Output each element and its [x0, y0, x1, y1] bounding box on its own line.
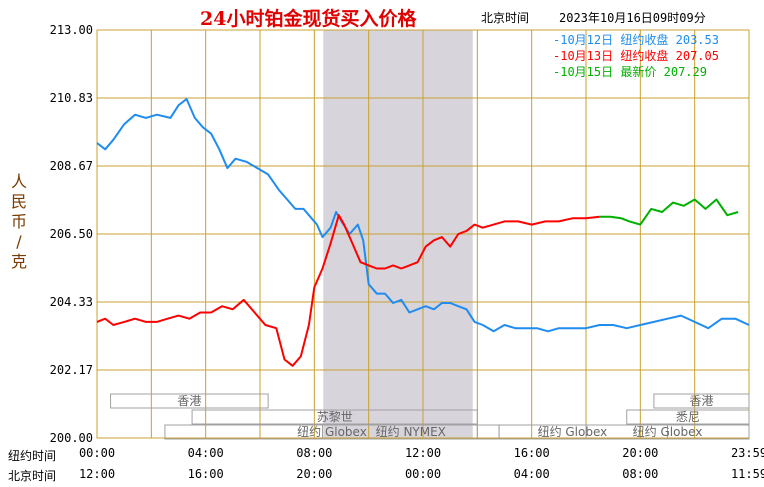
legend-date: 10月15日 — [560, 65, 614, 79]
x-tick-label-row1: 16:00 — [514, 446, 550, 460]
session-label: 悉尼 — [676, 410, 700, 424]
session-label: 纽约 Globex — [538, 424, 608, 439]
legend-item-green: -10月15日 最新价 207.29 — [553, 65, 707, 79]
legend-item-blue: -10月12日 纽约收盘 203.53 — [553, 33, 719, 47]
legend-value: 207.05 — [675, 49, 719, 63]
series-line-1 — [96, 214, 600, 367]
x-tick-label-row1: 23:59 — [731, 446, 764, 460]
timezone-label: 北京时间 — [481, 11, 530, 25]
session-box — [585, 424, 750, 440]
y-axis-label: 人 民 币 / 克 — [8, 172, 30, 272]
session-box — [653, 393, 750, 409]
legend-date: 10月12日 — [560, 33, 614, 47]
x-tick-label-row2: 00:00 — [405, 467, 441, 481]
timestamp: 2023年10月16日09时09分 — [559, 11, 706, 25]
session-box — [110, 393, 269, 409]
x-tick-label-row1: 12:00 — [405, 446, 441, 460]
legend-desc: 纽约收盘 — [620, 49, 669, 63]
series-line-2 — [599, 198, 739, 226]
legend-desc: 纽约收盘 — [620, 33, 669, 47]
y-tick-label: 204.33 — [50, 295, 93, 309]
session-box — [476, 424, 669, 440]
session-label: 纽约 NYMEX — [376, 424, 446, 439]
y-tick-label: 213.00 — [50, 23, 93, 37]
y-tick-label: 206.50 — [50, 227, 93, 241]
y-axis-label-char: 币 — [10, 212, 27, 231]
y-tick-label: 202.17 — [50, 363, 93, 377]
y-tick-label: 208.67 — [50, 159, 93, 173]
x-tick-label-row2: 04:00 — [514, 467, 550, 481]
session-box — [626, 409, 750, 425]
x-tick-label-row1: 00:00 — [79, 446, 115, 460]
x-tick-label-row2: 12:00 — [79, 467, 115, 481]
session-box — [191, 409, 478, 425]
x-tick-label-row1: 04:00 — [188, 446, 224, 460]
chart-title: 24小时铂金现货买入价格 — [200, 8, 417, 30]
y-axis-label-char: 克 — [10, 252, 27, 271]
y-axis-label-char: / — [16, 232, 22, 251]
legend-item-red: -10月13日 纽约收盘 207.05 — [553, 49, 719, 63]
session-label: 苏黎世 — [317, 410, 353, 424]
x-tick-label-row2: 16:00 — [188, 467, 224, 481]
x-tick-label-row1: 08:00 — [296, 446, 332, 460]
x-tick-label-row1: 20:00 — [622, 446, 658, 460]
y-axis-label-char: 民 — [10, 192, 27, 211]
legend-value: 207.29 — [663, 65, 707, 79]
x-tick-label-row2: 20:00 — [296, 467, 332, 481]
x-tick-label-row2: 11:59 — [731, 467, 764, 481]
x-tick-label-row2: 08:00 — [622, 467, 658, 481]
x-axis-row1-label: 纽约时间 — [8, 449, 57, 463]
legend-value: 203.53 — [675, 33, 719, 47]
session-label: 香港 — [689, 394, 713, 408]
legend-date: 10月13日 — [560, 49, 614, 63]
y-axis-label-char: 人 — [10, 172, 27, 191]
y-tick-label: 210.83 — [50, 91, 93, 105]
y-tick-label: 200.00 — [50, 431, 93, 445]
session-label: 纽约 Globex — [297, 424, 367, 439]
series-line-0 — [96, 98, 750, 333]
x-axis-row2-label: 北京时间 — [8, 469, 57, 483]
session-label: 香港 — [177, 394, 201, 408]
session-box — [321, 424, 500, 440]
session-label: 纽约 Globex — [633, 424, 703, 439]
plot-border — [96, 29, 750, 439]
legend-desc: 最新价 — [620, 65, 657, 79]
